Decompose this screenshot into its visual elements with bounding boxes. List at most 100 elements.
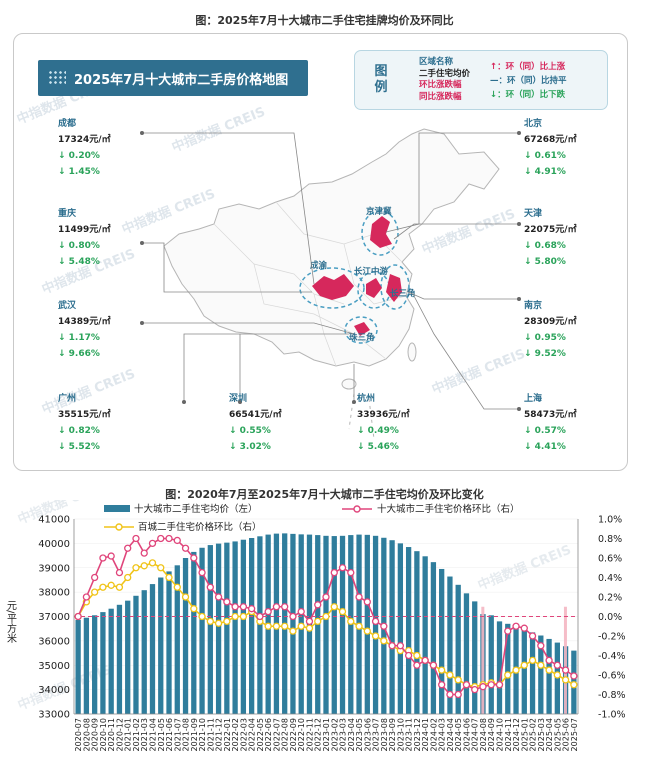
- top10-point: [281, 603, 289, 611]
- right-tick-label: -0.8%: [598, 690, 626, 701]
- bar: [414, 551, 420, 714]
- city-mom: ↓ 0.20%: [58, 151, 100, 161]
- map-banner: 2025年7月十大城市二手房价格地图: [38, 60, 308, 96]
- top100-point: [165, 573, 173, 582]
- bar: [529, 632, 536, 714]
- x-tick-label: 2022-09: [289, 718, 298, 751]
- city-name: 成都: [58, 119, 77, 129]
- bar: [199, 547, 205, 714]
- city-mom: ↓ 0.55%: [229, 426, 271, 436]
- top10-point: [91, 573, 99, 582]
- top10-point: [512, 622, 520, 630]
- legend-fields: 区域名称 二手住宅均价 环比涨跌幅 同比涨跌幅: [419, 57, 470, 103]
- city-shenzhen: 深圳 66541元/㎡ ↓ 0.55% ↓ 3.02%: [229, 391, 282, 455]
- top100-point: [537, 661, 545, 669]
- x-tick-label: 2025-04: [545, 718, 554, 751]
- x-tick-label: 2025-05: [553, 718, 562, 751]
- top10-point: [124, 544, 132, 552]
- region-label-zhusanjiao: 珠三角: [349, 332, 375, 343]
- city-yoy: ↓ 4.41%: [524, 442, 566, 452]
- top100-point: [561, 676, 570, 684]
- x-tick-label: 2021-12: [215, 718, 224, 751]
- top100-point: [528, 656, 537, 665]
- top10-point: [528, 632, 537, 640]
- left-tick-label: 36000: [38, 636, 70, 647]
- top10-point: [570, 672, 578, 680]
- x-tick-label: 2020-09: [91, 718, 100, 751]
- china-outline: [163, 128, 500, 367]
- top10-point: [421, 656, 429, 665]
- region-label-jingjinji: 京津冀: [366, 206, 392, 217]
- x-tick-label: 2024-11: [504, 718, 513, 751]
- legend-down: ↓：环（同）比下跌: [490, 90, 566, 100]
- bar: [455, 584, 461, 714]
- x-tick-label: 2022-12: [314, 718, 323, 751]
- city-tianjin: 天津 22075元/㎡ ↓ 0.68% ↓ 5.80%: [524, 206, 577, 270]
- x-tick-label: 2022-02: [231, 718, 240, 751]
- highlight-marker: [563, 606, 567, 714]
- top10-point: [272, 603, 281, 611]
- top100-point: [438, 666, 446, 674]
- city-guangzhou: 广州 35515元/㎡ ↓ 0.82% ↓ 5.52%: [58, 391, 111, 455]
- top100-point: [173, 583, 181, 591]
- top10-point: [545, 656, 553, 665]
- top10-point: [140, 549, 148, 557]
- x-tick-label: 2023-04: [347, 718, 356, 751]
- bar: [546, 638, 552, 714]
- x-tick-label: 2020-07: [74, 718, 83, 751]
- city-yoy: ↓ 4.91%: [524, 167, 566, 177]
- bar: [488, 615, 494, 714]
- top100-point: [99, 583, 107, 591]
- x-tick-label: 2024-10: [496, 718, 505, 751]
- top10-point: [396, 642, 405, 650]
- city-name: 武汉: [58, 301, 77, 311]
- y-axis-left-label: 元/平方米: [5, 600, 17, 644]
- bar: [463, 593, 470, 714]
- x-tick-label: 2024-09: [487, 718, 496, 751]
- top10-point: [330, 568, 338, 577]
- top10-point: [404, 651, 413, 660]
- top100-point: [553, 671, 561, 679]
- bar: [215, 543, 222, 714]
- map-figure-title: 图：2025年7月十大城市二手住宅挂牌均价及环同比: [195, 14, 454, 27]
- top10-point: [148, 539, 157, 548]
- city-yoy: ↓ 5.80%: [524, 257, 566, 267]
- x-tick-label: 2025-07: [570, 718, 579, 751]
- price-trend-chart: 中指数据 CREIS 中指数据 CREIS 中指数据 CREIS 4100040…: [5, 500, 626, 751]
- bar: [149, 584, 156, 714]
- x-tick-label: 2025-02: [529, 718, 538, 751]
- x-tick-label: 2025-01: [520, 718, 529, 751]
- top10-point: [537, 642, 545, 650]
- top100-point: [454, 676, 462, 684]
- hainan-island: [341, 378, 357, 390]
- top10-point: [99, 554, 107, 562]
- top100-point: [330, 603, 338, 611]
- top100-point: [214, 619, 223, 627]
- region-label-changsanjiao: 长三角: [390, 288, 416, 299]
- legend-up: ↑：环（同）比上涨: [490, 62, 566, 72]
- top100-point: [363, 627, 371, 635]
- x-tick-label: 2021-10: [198, 718, 207, 751]
- top100-point: [91, 588, 99, 596]
- legend-title: 图例: [374, 64, 388, 95]
- x-tick-label: 2021-02: [132, 718, 141, 751]
- x-tick-label: 2020-12: [115, 718, 124, 751]
- watermark-text: 中指数据 CREIS: [170, 104, 268, 156]
- watermark-text: 中指数据 CREIS: [420, 206, 518, 258]
- top100-point: [264, 622, 272, 630]
- left-tick-label: 41000: [38, 515, 70, 526]
- top10-point: [107, 552, 115, 560]
- legend-field-yoy: 同比涨跌幅: [419, 91, 462, 102]
- city-price: 17324元/㎡: [58, 135, 111, 145]
- right-tick-label: 0.4%: [598, 573, 622, 584]
- top10-point: [198, 568, 206, 577]
- city-chongqing: 重庆 11499元/㎡ ↓ 0.80% ↓ 5.48%: [58, 206, 111, 270]
- top100-point: [338, 607, 347, 616]
- x-tick-label: 2024-12: [512, 718, 521, 751]
- top10-point: [487, 681, 495, 689]
- top10-point: [371, 617, 380, 626]
- city-wuhan: 武汉 14389元/㎡ ↓ 1.17% ↓ 9.66%: [58, 298, 111, 362]
- city-price: 11499元/㎡: [58, 225, 111, 235]
- x-tick-label: 2022-08: [281, 718, 290, 751]
- x-tick-label: 2022-01: [223, 718, 232, 751]
